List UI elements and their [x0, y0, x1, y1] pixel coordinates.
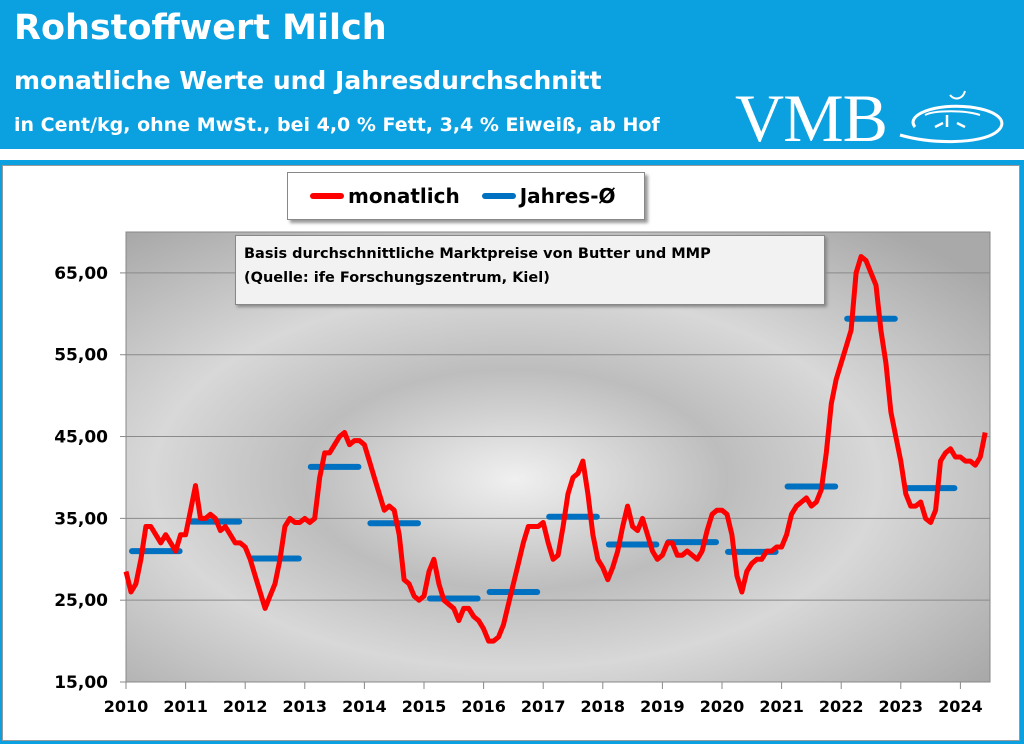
y-tick-label: 55,00: [54, 346, 108, 366]
note-line-1: Basis durchschnittliche Marktpreise von …: [244, 246, 711, 262]
x-tick-label: 2018: [581, 697, 626, 716]
vmb-logo: VMB: [735, 80, 888, 156]
x-tick-label: 2022: [819, 697, 864, 716]
series-monatlich-line: [123, 254, 988, 644]
page-subtitle: monatliche Werte und Jahresdurchschnitt: [14, 66, 602, 95]
y-tick-label: 45,00: [54, 428, 108, 448]
note-line-2: (Quelle: ife Forschungszentrum, Kiel): [244, 270, 550, 286]
legend-label: monatlich: [348, 184, 460, 208]
x-tick-label: 2013: [283, 697, 328, 716]
x-tick-label: 2012: [223, 697, 268, 716]
x-tick-label: 2017: [521, 697, 566, 716]
legend-item-jahres: Jahres-Ø: [481, 184, 616, 208]
header-banner: Rohstoffwert Milch monatliche Werte und …: [0, 0, 1024, 156]
legend-item-monatlich: monatlich: [310, 184, 460, 208]
legend: monatlich Jahres-Ø: [287, 172, 645, 220]
legend-swatch-red: [310, 193, 344, 199]
x-tick-label: 2016: [461, 697, 506, 716]
x-tick-label: 2020: [700, 697, 745, 716]
y-tick-label: 25,00: [54, 591, 108, 611]
page-title: Rohstoffwert Milch: [14, 8, 387, 48]
source-note: Basis durchschnittliche Marktpreise von …: [235, 235, 825, 305]
x-tick-label: 2023: [879, 697, 924, 716]
y-tick-label: 15,00: [54, 673, 108, 693]
y-tick-label: 35,00: [54, 509, 108, 529]
plot-area: [125, 231, 991, 683]
x-tick-label: 2014: [342, 697, 387, 716]
x-tick-label: 2015: [402, 697, 447, 716]
legend-label: Jahres-Ø: [519, 184, 616, 208]
vmb-logo-mark-icon: [899, 90, 1004, 143]
x-tick-label: 2024: [938, 697, 983, 716]
x-tick-label: 2011: [163, 697, 208, 716]
y-tick-label: 65,00: [54, 264, 108, 284]
x-tick-label: 2021: [759, 697, 804, 716]
legend-swatch-blue: [481, 193, 516, 199]
units-line: in Cent/kg, ohne MwSt., bei 4,0 % Fett, …: [14, 114, 660, 136]
x-tick-label: 2019: [640, 697, 685, 716]
x-tick-label: 2010: [104, 697, 149, 716]
